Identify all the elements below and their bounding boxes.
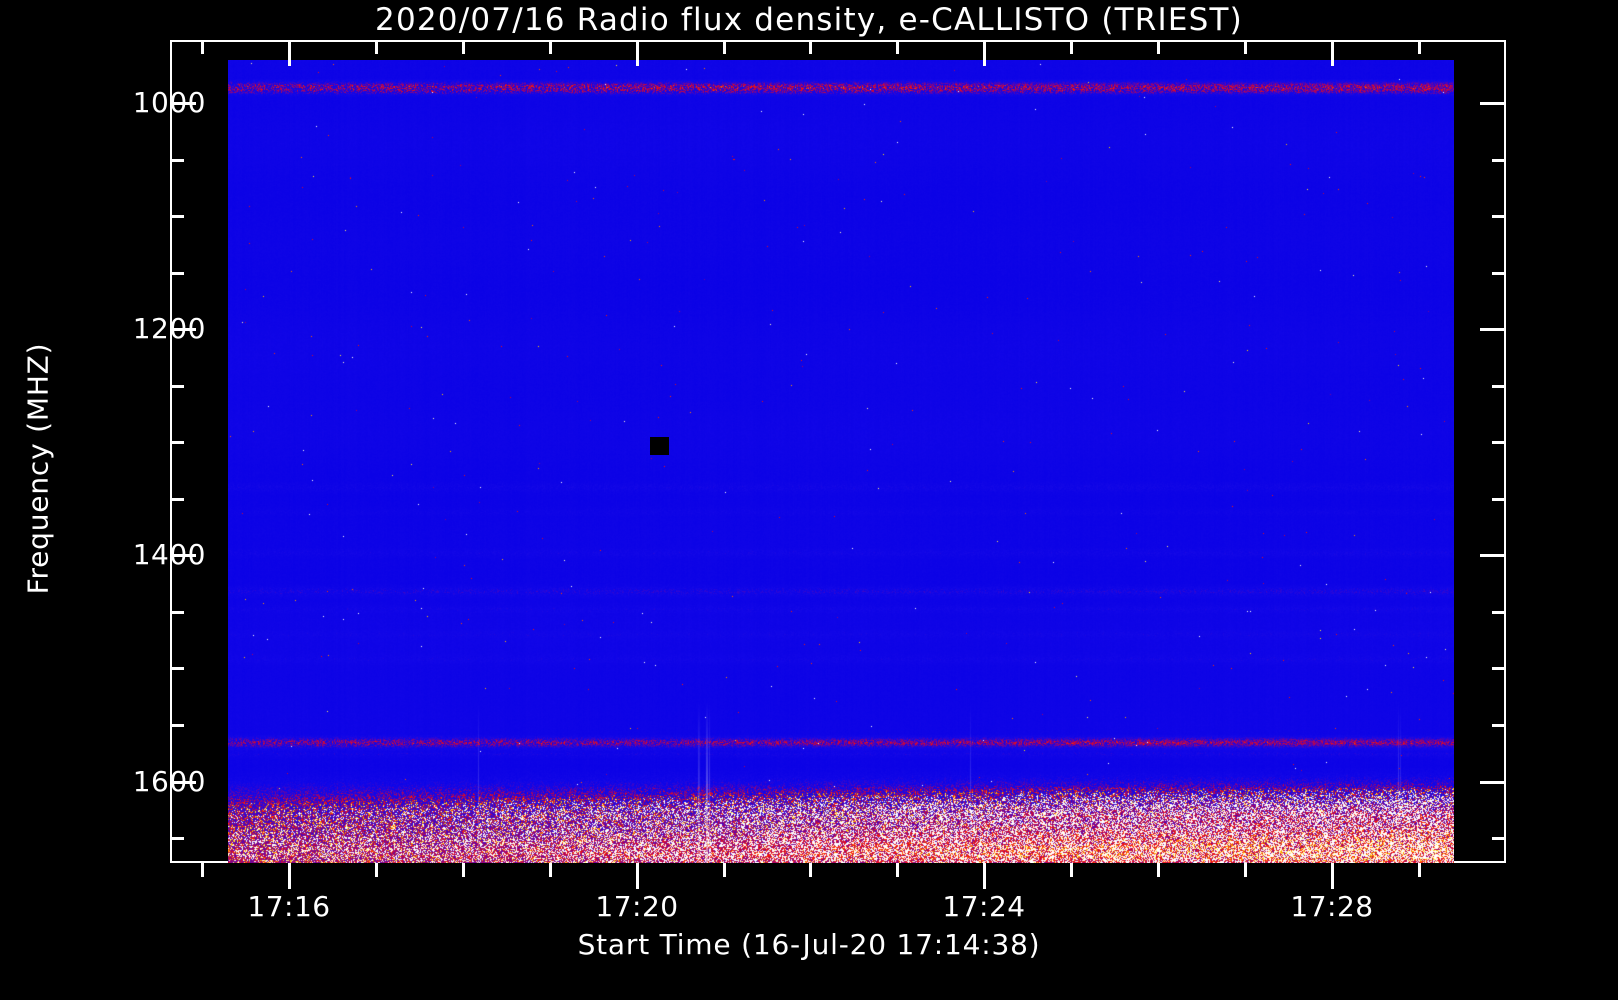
- y-tick-1150: [1492, 272, 1506, 275]
- x-tick-17:24: [983, 40, 986, 66]
- x-tick-17:18: [462, 40, 465, 54]
- y-tick-1650: [170, 837, 184, 840]
- x-tick-label-17:28: 17:28: [1290, 890, 1374, 923]
- y-tick-1000: [170, 102, 196, 105]
- y-tick-1650: [1492, 837, 1506, 840]
- y-tick-1400: [1480, 554, 1506, 557]
- x-tick-17:15: [201, 40, 204, 54]
- y-tick-1450: [1492, 611, 1506, 614]
- x-tick-17:27: [1244, 40, 1247, 54]
- y-tick-1100: [1492, 215, 1506, 218]
- y-tick-label-1600: 1600: [132, 765, 206, 798]
- x-tick-17:16: [288, 863, 291, 889]
- x-tick-label-17:20: 17:20: [595, 890, 679, 923]
- x-tick-17:25: [1070, 40, 1073, 54]
- x-tick-17:21: [723, 863, 726, 877]
- y-tick-1250: [1492, 385, 1506, 388]
- x-tick-17:20: [636, 40, 639, 66]
- x-tick-17:22: [809, 863, 812, 877]
- y-tick-1200: [1480, 328, 1506, 331]
- x-tick-17:24: [983, 863, 986, 889]
- x-tick-17:15: [201, 863, 204, 877]
- x-tick-17:16: [288, 40, 291, 66]
- x-tick-label-17:24: 17:24: [942, 890, 1026, 923]
- y-tick-1550: [170, 724, 184, 727]
- x-tick-17:17: [375, 863, 378, 877]
- y-tick-1050: [170, 159, 184, 162]
- x-tick-17:21: [723, 40, 726, 54]
- y-tick-1350: [170, 498, 184, 501]
- spectrogram-canvas: [228, 60, 1454, 863]
- y-tick-1500: [170, 667, 184, 670]
- x-tick-17:26: [1157, 863, 1160, 877]
- x-tick-17:25: [1070, 863, 1073, 877]
- y-tick-1400: [170, 554, 196, 557]
- y-tick-1050: [1492, 159, 1506, 162]
- x-tick-17:19: [549, 863, 552, 877]
- x-tick-17:18: [462, 863, 465, 877]
- y-tick-1150: [170, 272, 184, 275]
- x-tick-17:29: [1418, 40, 1421, 54]
- x-tick-17:29: [1418, 863, 1421, 877]
- y-tick-1100: [170, 215, 184, 218]
- x-tick-17:20: [636, 863, 639, 889]
- y-tick-1450: [170, 611, 184, 614]
- y-tick-label-1000: 1000: [132, 86, 206, 119]
- y-tick-1600: [1480, 781, 1506, 784]
- y-tick-1500: [1492, 667, 1506, 670]
- x-tick-17:17: [375, 40, 378, 54]
- y-tick-1300: [170, 441, 184, 444]
- x-axis-title: Start Time (16-Jul-20 17:14:38): [577, 928, 1041, 961]
- page-title: 2020/07/16 Radio flux density, e-CALLIST…: [375, 2, 1243, 38]
- y-tick-1250: [170, 385, 184, 388]
- x-tick-17:27: [1244, 863, 1247, 877]
- x-tick-17:19: [549, 40, 552, 54]
- y-tick-1350: [1492, 498, 1506, 501]
- x-tick-17:23: [896, 40, 899, 54]
- y-tick-1600: [170, 781, 196, 784]
- y-axis-title: Frequency (MHZ): [21, 342, 55, 595]
- x-tick-label-17:16: 17:16: [247, 890, 331, 923]
- x-tick-17:22: [809, 40, 812, 54]
- x-tick-17:26: [1157, 40, 1160, 54]
- y-tick-label-1200: 1200: [132, 312, 206, 345]
- y-tick-label-1400: 1400: [132, 538, 206, 571]
- x-tick-17:23: [896, 863, 899, 877]
- y-tick-1200: [170, 328, 196, 331]
- y-tick-1000: [1480, 102, 1506, 105]
- y-tick-1300: [1492, 441, 1506, 444]
- spectrogram-image: [228, 60, 1454, 863]
- data-gap-marker: [650, 437, 669, 455]
- x-tick-17:28: [1331, 863, 1334, 889]
- x-tick-17:28: [1331, 40, 1334, 66]
- y-tick-1550: [1492, 724, 1506, 727]
